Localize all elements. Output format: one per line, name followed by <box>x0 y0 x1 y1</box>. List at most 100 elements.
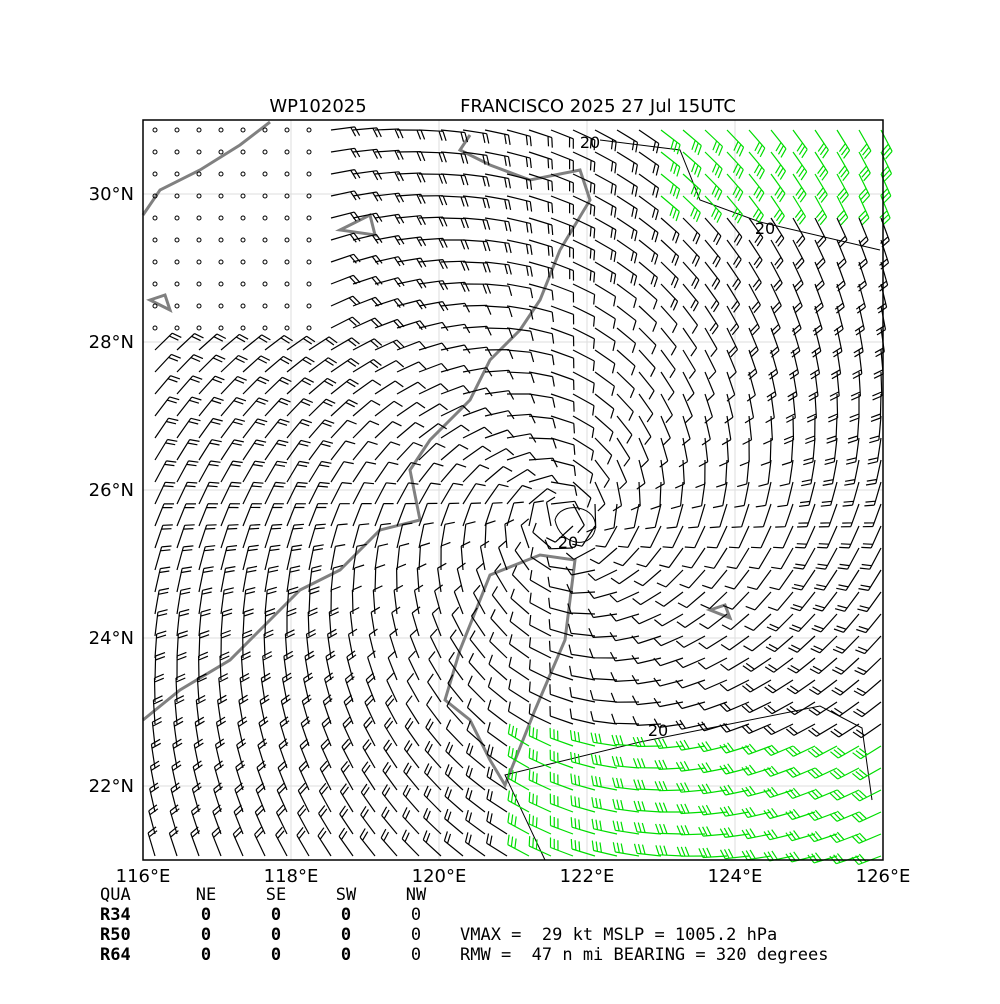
wind-barb <box>462 387 493 397</box>
wind-barb <box>792 239 805 270</box>
wind-barb <box>550 217 574 237</box>
wind-barb <box>616 239 638 264</box>
wind-barb <box>462 239 491 252</box>
wind-barb <box>748 261 762 291</box>
wind-barb <box>719 679 750 692</box>
wind-barb <box>852 723 882 739</box>
wind-barb <box>724 393 734 424</box>
wind-barb <box>770 239 784 269</box>
wind-barb <box>322 694 333 725</box>
wind-barb <box>550 437 576 455</box>
wind-barb <box>396 421 425 439</box>
table-header: SE <box>266 885 286 905</box>
wind-barb <box>591 840 618 857</box>
wind-barb <box>594 437 613 465</box>
wind-barb <box>427 673 442 703</box>
wind-barb <box>528 349 555 366</box>
wind-barb <box>616 261 638 286</box>
wind-barb <box>176 439 200 461</box>
wind-barb <box>654 613 684 627</box>
wind-barb <box>506 261 533 277</box>
wind-barb <box>403 740 420 769</box>
wind-barb <box>339 805 354 835</box>
wind-barb <box>792 151 808 181</box>
wind-barb <box>453 584 464 615</box>
wind-barb <box>418 321 449 332</box>
calm-marker <box>174 127 180 133</box>
wind-barb <box>190 826 201 857</box>
calm-marker <box>218 237 224 243</box>
wind-barb <box>351 585 362 615</box>
wind-barb <box>484 327 513 339</box>
wind-barb <box>781 437 794 466</box>
calm-marker <box>196 325 202 331</box>
wind-barb <box>280 694 291 725</box>
wind-barb <box>462 261 491 273</box>
wind-barb <box>352 317 383 329</box>
wind-barb <box>154 460 177 483</box>
wind-barb <box>632 758 662 769</box>
wind-barb <box>807 745 838 758</box>
wind-barb <box>660 393 673 424</box>
wind-barb <box>506 173 533 190</box>
wind-barb <box>352 254 383 265</box>
wind-barb <box>168 826 179 857</box>
wind-barb <box>193 738 204 769</box>
wind-barb <box>443 831 464 857</box>
wind-barb <box>830 701 860 717</box>
wind-barb <box>741 723 772 734</box>
wind-barb <box>549 749 574 769</box>
wind-barb <box>787 657 816 674</box>
calm-marker <box>306 237 312 243</box>
wind-barb <box>610 569 640 585</box>
wind-barb <box>565 547 596 560</box>
wind-barb <box>785 851 816 863</box>
wind-barb <box>544 539 574 550</box>
plot-area: 20 20 20 20 <box>141 119 893 866</box>
wind-barb <box>550 500 581 511</box>
wind-barb <box>550 393 575 412</box>
wind-barb <box>254 804 266 835</box>
wind-barb <box>857 591 882 613</box>
wind-barb <box>352 503 372 527</box>
wind-barb <box>836 151 850 181</box>
wind-barb <box>565 566 596 576</box>
wind-barb <box>484 465 513 483</box>
wind-barb <box>374 441 401 461</box>
wind-barb <box>465 809 486 835</box>
wind-barb <box>550 459 576 476</box>
wind-barb <box>675 657 706 669</box>
wind-barb <box>240 651 251 681</box>
wind-barb <box>570 773 596 791</box>
wind-barb <box>636 459 646 490</box>
title-left: WP102025 <box>269 96 366 117</box>
wind-barb <box>728 525 750 549</box>
wind-barb <box>464 832 486 857</box>
wind-barb <box>169 804 180 835</box>
taiwan <box>443 553 577 789</box>
wind-barb <box>572 261 596 283</box>
wind-barb <box>660 415 671 446</box>
calm-marker <box>218 281 224 287</box>
wind-barb <box>242 481 264 505</box>
wind-barb <box>506 129 532 147</box>
wind-barb <box>676 613 706 628</box>
wind-barb <box>154 545 172 571</box>
table-cell: 0 <box>271 905 281 925</box>
wind-barb <box>401 829 420 857</box>
wind-barb <box>786 679 816 695</box>
wind-barb <box>632 591 662 606</box>
wind-barb <box>411 606 421 637</box>
calm-marker <box>218 193 224 199</box>
wind-barb <box>308 377 337 395</box>
wind-barb <box>426 695 442 725</box>
wind-barb <box>308 460 332 483</box>
wind-barb <box>509 611 530 637</box>
wind-barb <box>466 698 486 725</box>
wind-barb <box>396 522 413 549</box>
wind-barb <box>386 672 398 703</box>
wind-barb <box>363 716 376 747</box>
wind-barb <box>242 503 262 527</box>
wind-barb <box>490 609 508 637</box>
wind-barb <box>484 261 512 275</box>
